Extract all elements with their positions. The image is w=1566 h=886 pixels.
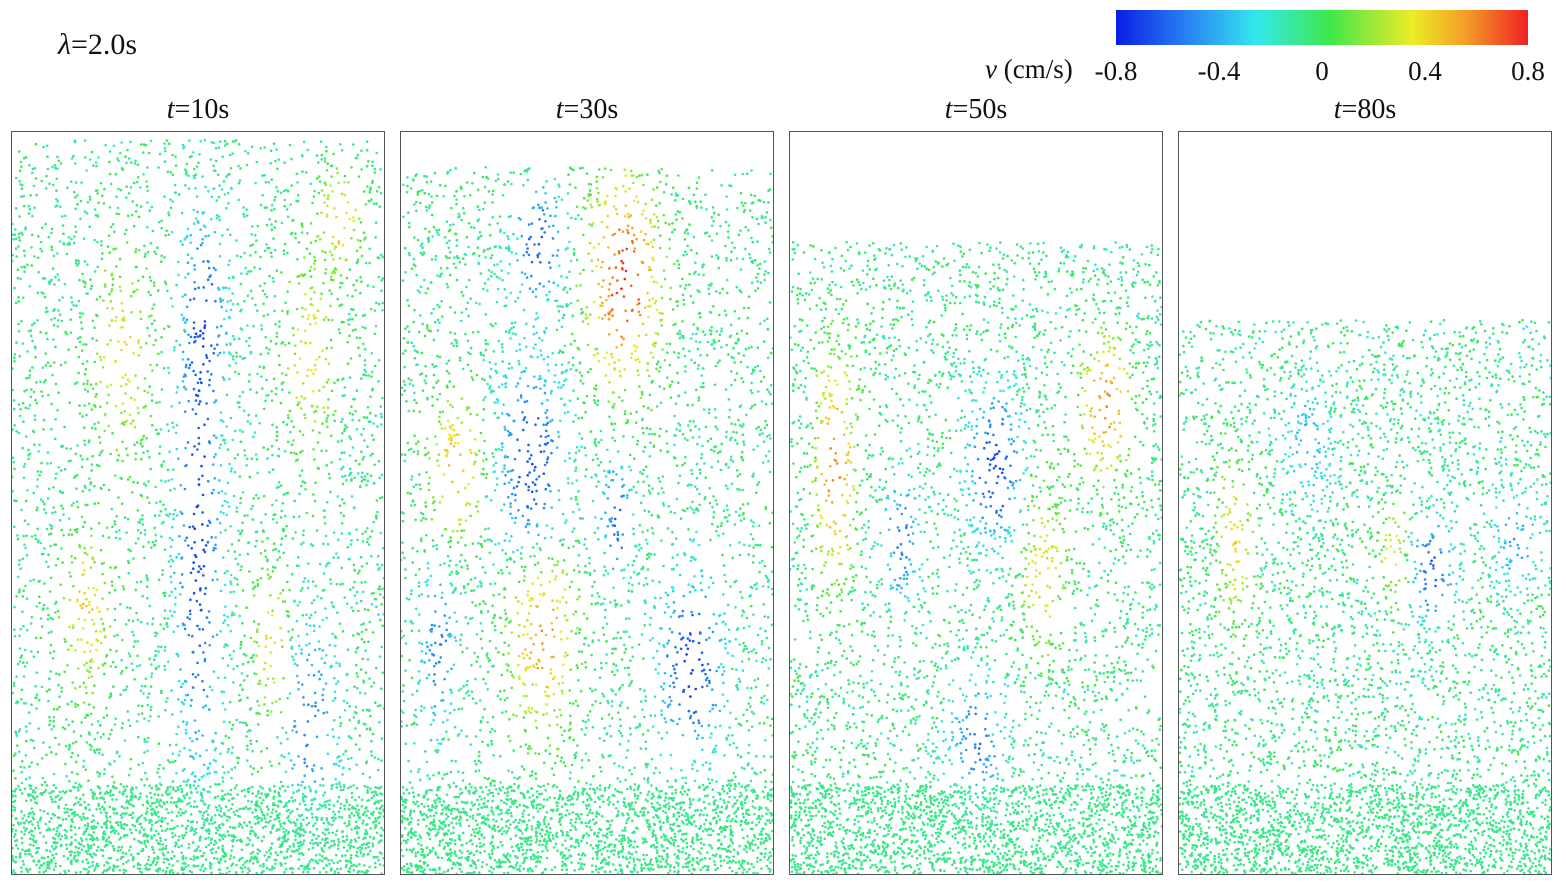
particle-panel-t80 xyxy=(1178,131,1552,875)
panel-title-t80: t=80s xyxy=(1334,94,1396,126)
colorbar-unit: (cm/s) xyxy=(997,54,1073,84)
particle-field xyxy=(790,240,1162,874)
colorbar xyxy=(1116,10,1528,45)
particle-field xyxy=(12,138,384,874)
colorbar-tick: -0.4 xyxy=(1198,56,1241,87)
colorbar-variable-label: v (cm/s) xyxy=(985,54,1073,85)
particle-field xyxy=(1179,318,1551,874)
particle-panel-t30 xyxy=(400,131,774,875)
colorbar-tick: 0.8 xyxy=(1511,56,1545,87)
particle-panel-t50 xyxy=(789,131,1163,875)
particle-field xyxy=(401,166,773,874)
colorbar-tick: -0.8 xyxy=(1095,56,1138,87)
colorbar-tick: 0.4 xyxy=(1408,56,1442,87)
lambda-value: =2.0s xyxy=(71,28,137,61)
colorbar-variable: v xyxy=(985,54,997,84)
colorbar-tick: 0 xyxy=(1315,56,1329,87)
lambda-symbol: λ xyxy=(58,28,71,61)
panel-title-t10: t=10s xyxy=(167,94,229,126)
particle-panel-t10 xyxy=(11,131,385,875)
panel-title-t30: t=30s xyxy=(556,94,618,126)
lambda-label: λ=2.0s xyxy=(58,28,137,62)
panel-title-t50: t=50s xyxy=(945,94,1007,126)
